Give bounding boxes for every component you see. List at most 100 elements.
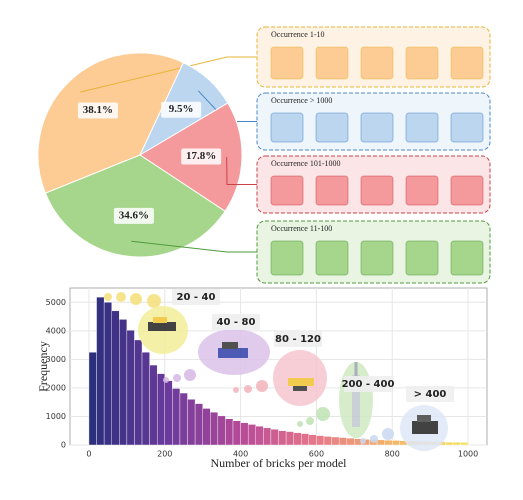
bar (247, 424, 256, 446)
pie-chart: 38.1% 9.5% 17.8% 34.6% (37, 52, 257, 258)
x-tick-label: 800 (385, 450, 400, 459)
bar (149, 364, 158, 446)
y-tick-label: 4000 (46, 326, 66, 335)
bar (460, 442, 469, 446)
pie-slice (44, 154, 226, 258)
bar (323, 436, 332, 446)
brick-icon (360, 240, 394, 276)
bar (210, 411, 219, 446)
bar (172, 388, 181, 446)
annotation-bg (406, 386, 454, 402)
connector (131, 240, 257, 253)
brick-icon (405, 112, 439, 143)
bar (285, 431, 294, 446)
annotation-bg (212, 314, 260, 330)
bar (119, 319, 128, 446)
bar (126, 330, 135, 446)
bar (331, 436, 340, 446)
brick-icon (270, 240, 304, 276)
bar (308, 434, 317, 446)
bar (263, 427, 272, 446)
label-bg (77, 102, 118, 119)
bar (232, 420, 241, 446)
brick-icon (405, 175, 439, 206)
bar (240, 422, 249, 446)
bar (392, 440, 401, 446)
brick-icon (360, 112, 394, 143)
x-axis-label: Number of bricks per model (211, 456, 348, 470)
x-tick-label: 400 (233, 450, 248, 459)
bar (88, 352, 97, 446)
bar (445, 441, 454, 446)
annotation: 40 - 80 (217, 317, 256, 328)
bar (103, 302, 112, 446)
bar (376, 439, 385, 446)
bar (179, 392, 188, 446)
brick-icon (450, 175, 484, 206)
annotation-bg (172, 289, 220, 305)
x-tick-label: 600 (309, 450, 324, 459)
value-label: 17.8% (186, 150, 216, 162)
y-tick-label: 5000 (46, 298, 66, 307)
annotation: 20 - 40 (177, 292, 216, 303)
bar (338, 437, 347, 446)
brick-icon (405, 240, 439, 276)
bar (316, 435, 325, 446)
label-bg (113, 207, 154, 224)
annotation: > 400 (414, 389, 447, 400)
brick-icon (360, 46, 394, 80)
bar (270, 429, 279, 446)
bar (141, 352, 150, 446)
histogram: 0 1000 2000 3000 4000 5000 0 200 400 600 800 1000 Nu… (36, 287, 488, 470)
x-tick-label: 1000 (458, 450, 478, 459)
legend-boxes: Occurrence 1-10 Occurrence > 1000 Occurren… (256, 26, 491, 284)
category-label: Occurrence > 1000 (271, 96, 332, 105)
pie-slice (37, 52, 185, 194)
brick-icon (315, 175, 349, 206)
bar (255, 425, 264, 446)
brick-icon (270, 46, 304, 80)
x-tick-label: 0 (86, 450, 91, 459)
y-tick-label: 0 (61, 441, 66, 450)
bar (293, 432, 302, 446)
brick-icon (450, 240, 484, 276)
category-label: Occurrence 11-100 (271, 224, 332, 233)
brick-icon (315, 112, 349, 143)
x-tick-label: 200 (157, 450, 172, 459)
value-label: 9.5% (169, 103, 194, 115)
connector (226, 157, 257, 185)
bar (164, 380, 173, 446)
bar (194, 403, 203, 446)
bar (346, 437, 355, 446)
label-bg (161, 101, 202, 118)
bar (384, 439, 393, 446)
y-axis-label: Frequency (36, 341, 50, 392)
brick-icon (315, 240, 349, 276)
bar (134, 339, 143, 446)
bar (187, 399, 196, 446)
bar (156, 373, 165, 446)
bar (452, 442, 461, 446)
annotation-bg (274, 331, 322, 347)
bar (96, 296, 105, 446)
annotation-bg (344, 376, 392, 392)
brick-icon (270, 112, 304, 143)
category-label: Occurrence 1-10 (271, 30, 325, 39)
bar (217, 415, 226, 446)
brick-icon (450, 46, 484, 80)
brick-icon (360, 175, 394, 206)
bar (202, 408, 211, 446)
brick-icon (405, 46, 439, 80)
category-label: Occurrence 101-1000 (271, 159, 341, 168)
annotation: 200 - 400 (342, 379, 395, 390)
brick-icon (315, 46, 349, 80)
connector (80, 56, 257, 93)
brick-icon (450, 112, 484, 143)
y-tick-label: 1000 (46, 412, 66, 421)
annotation: 80 - 120 (275, 334, 321, 345)
value-label: 34.6% (119, 209, 149, 221)
label-bg (181, 148, 222, 165)
bar (225, 418, 234, 446)
brick-icon (270, 175, 304, 206)
